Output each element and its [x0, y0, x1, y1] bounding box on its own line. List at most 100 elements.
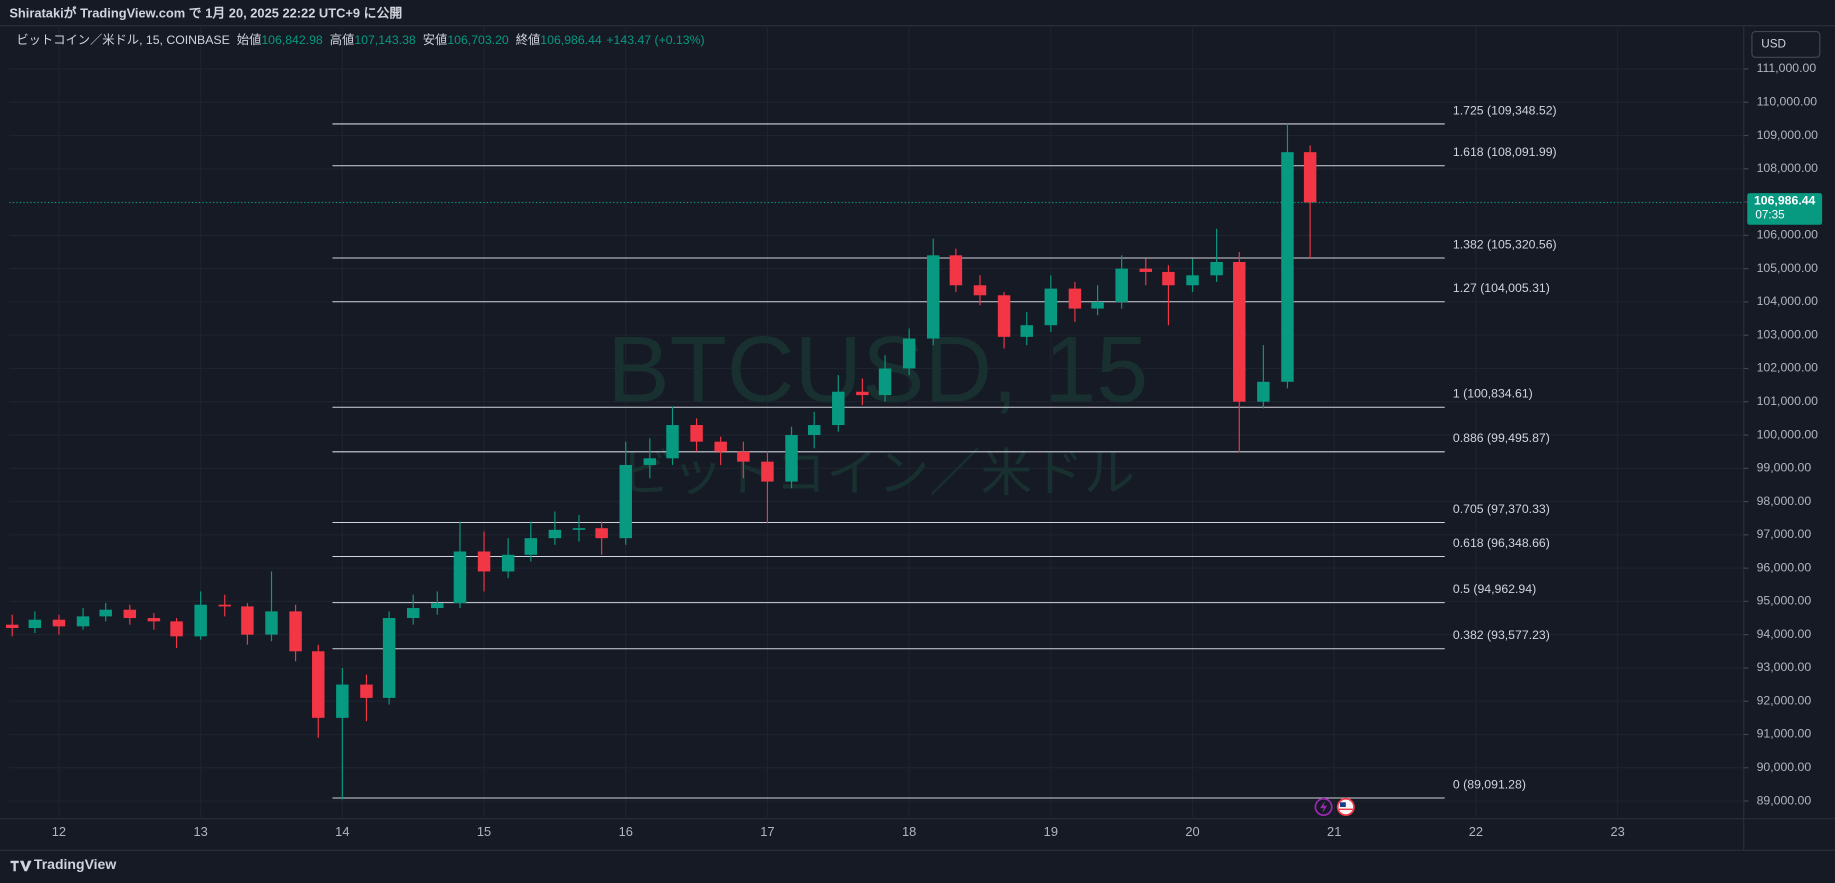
legend-label: 終値 [516, 32, 541, 47]
fib-label: 1.27 (104,005.31) [1453, 281, 1550, 295]
watermark-symbol: BTCUSD, 15 [607, 316, 1148, 421]
y-tick-label: 106,000.00 [1757, 228, 1819, 242]
countdown: 07:35 [1755, 208, 1785, 221]
candle-body [5, 624, 19, 629]
candle-body [431, 603, 444, 609]
x-tick-label: 18 [902, 824, 916, 839]
legend-label: 始値 [237, 32, 262, 47]
candle-body [926, 255, 940, 339]
candle-body [524, 538, 538, 555]
fib-label: 0.705 (97,370.33) [1453, 502, 1550, 516]
candle-body [1068, 288, 1082, 309]
candle-body [28, 619, 42, 629]
logo-mark [10, 860, 32, 872]
x-tick-label: 19 [1044, 824, 1058, 839]
y-tick-label: 100,000.00 [1757, 427, 1819, 441]
candle-body [1303, 152, 1317, 203]
last-price-label: 106,986.44 [1754, 194, 1816, 208]
y-tick-label: 108,000.00 [1757, 161, 1819, 175]
candle-body [194, 604, 207, 637]
y-tick-label: 95,000.00 [1757, 594, 1812, 608]
x-tick-label: 12 [52, 824, 66, 839]
candle-body [52, 619, 66, 627]
candle-body [477, 551, 491, 572]
x-tick-label: 14 [335, 824, 349, 839]
candle-body [548, 529, 562, 539]
legend-symbol: ビットコイン／米ドル, 15, COINBASE [16, 33, 229, 47]
y-tick-label: 102,000.00 [1757, 361, 1819, 375]
fib-label: 0.886 (99,495.87) [1453, 431, 1550, 445]
candle-body [453, 551, 467, 604]
watermark: BTCUSD, 15 ビットコイン／米ドル [607, 316, 1148, 501]
candle-body [336, 684, 349, 718]
fib-label: 1.618 (108,091.99) [1453, 145, 1557, 159]
plot-area: 1.725 (109,348.52) 1.618 (108,091.99) 1.38… [5, 103, 1744, 800]
candle-body [878, 368, 892, 396]
candle-body [761, 461, 774, 482]
candle-body [1281, 152, 1294, 382]
candle-body [949, 255, 963, 286]
y-tick-label: 98,000.00 [1757, 494, 1812, 508]
currency-button[interactable] [1751, 30, 1821, 58]
currency-button-label[interactable]: USD [1761, 38, 1786, 51]
candle-body [1233, 261, 1246, 402]
candle-body [501, 554, 515, 572]
legend-value: 106,842.98 [261, 33, 323, 47]
y-tick-label: 110,000.00 [1757, 95, 1818, 109]
y-tick-label: 89,000.00 [1757, 793, 1812, 807]
y-tick-label: 103,000.00 [1757, 327, 1819, 341]
candle-body [1186, 275, 1199, 286]
fib-label: 0 (89,091.28) [1453, 777, 1526, 791]
y-tick-label: 109,000.00 [1757, 128, 1819, 142]
candle-body [643, 458, 657, 465]
fib-label: 1.725 (109,348.52) [1453, 103, 1557, 117]
candle-body [360, 684, 373, 698]
candle-body [997, 295, 1011, 337]
candle-body [714, 441, 727, 452]
candle-body [595, 528, 608, 539]
fib-label: 0.5 (94,962.94) [1453, 582, 1536, 596]
legend-value: 106,986.44 [540, 33, 602, 47]
candle-body [170, 621, 183, 637]
y-tick-label: 94,000.00 [1757, 627, 1812, 641]
event-icons [1314, 797, 1355, 817]
candle-body [832, 391, 845, 426]
candle-body [807, 425, 821, 436]
candle-body [312, 651, 325, 718]
candle-body [1162, 271, 1175, 286]
candle-body [1044, 288, 1058, 326]
candle-body [99, 609, 112, 617]
grid [9, 25, 1744, 819]
candle-body [382, 618, 396, 698]
candle-body [1257, 381, 1270, 402]
y-tick-label: 93,000.00 [1757, 660, 1812, 674]
candle-body [690, 425, 703, 442]
candle-body [76, 616, 90, 627]
x-tick-label: 15 [477, 824, 491, 839]
x-tick-label: 23 [1610, 824, 1624, 839]
candle-body [1210, 261, 1223, 276]
candle-body [123, 609, 137, 619]
candle-body [265, 611, 278, 635]
legend-value: 107,143.38 [354, 33, 416, 47]
candle-body [218, 604, 231, 607]
x-tick-label: 20 [1185, 824, 1199, 839]
y-tick-label: 99,000.00 [1757, 461, 1812, 475]
y-tick-label: 90,000.00 [1757, 760, 1812, 774]
candle-body [1020, 325, 1033, 337]
candle-body [1139, 268, 1152, 272]
candle-body [737, 451, 750, 462]
legend-label: 高値 [330, 32, 355, 47]
fib-label: 1 (100,834.61) [1453, 387, 1533, 401]
x-tick-label: 16 [619, 824, 633, 839]
x-tick-label: 21 [1327, 824, 1341, 839]
last-price-box [1747, 193, 1823, 225]
candle-body [289, 611, 302, 652]
event-icon-bolt [1320, 801, 1328, 813]
fib-label: 0.618 (96,348.66) [1453, 536, 1550, 550]
candle-body [147, 618, 161, 622]
y-tick-label: 97,000.00 [1757, 527, 1812, 541]
y-tick-label: 104,000.00 [1757, 294, 1819, 308]
legend-change: +143.47 (+0.13%) [606, 33, 704, 47]
candle-body [241, 606, 254, 635]
